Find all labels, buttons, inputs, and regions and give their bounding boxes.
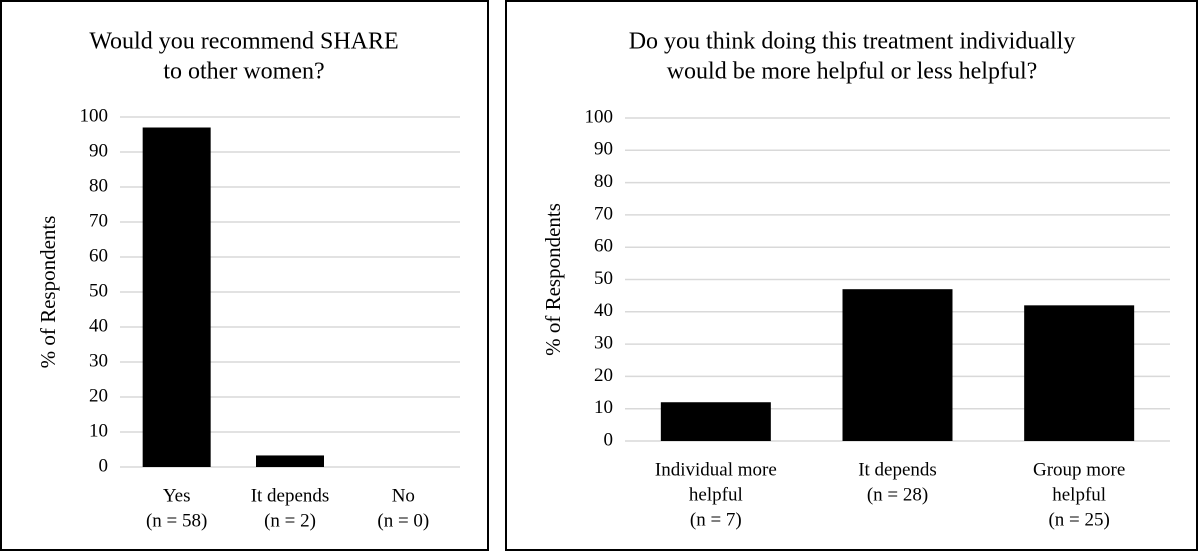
x-tick-label: helpful xyxy=(689,484,743,505)
y-axis-label: % of Respondents xyxy=(541,203,565,356)
y-tick-label: 20 xyxy=(594,365,613,386)
chart-title: Do you think doing this treatment indivi… xyxy=(629,29,1076,55)
chart-title: Would you recommend SHARE xyxy=(89,29,398,55)
x-tick-label: It depends xyxy=(251,485,330,506)
x-tick-label: No xyxy=(392,485,415,506)
x-tick-label: helpful xyxy=(1052,484,1106,505)
y-tick-label: 10 xyxy=(594,397,613,418)
y-tick-label: 0 xyxy=(604,429,614,450)
x-tick-label: It depends xyxy=(858,459,937,480)
y-tick-label: 30 xyxy=(594,332,613,353)
y-tick-label: 10 xyxy=(89,420,108,441)
x-tick-label: Individual more xyxy=(655,459,777,480)
chart-title: to other women? xyxy=(163,59,324,85)
y-tick-label: 70 xyxy=(89,210,108,231)
bar xyxy=(842,289,953,441)
bar xyxy=(256,455,324,467)
x-tick-label: (n = 58) xyxy=(146,510,207,531)
y-tick-label: 70 xyxy=(594,203,613,224)
x-tick-label: (n = 7) xyxy=(690,509,742,530)
bar xyxy=(1024,305,1135,441)
x-tick-label: (n = 2) xyxy=(264,510,316,531)
y-tick-label: 20 xyxy=(89,385,108,406)
chart-title: would be more helpful or less helpful? xyxy=(667,59,1038,85)
panel-border xyxy=(0,0,489,551)
y-tick-label: 60 xyxy=(594,236,613,257)
y-tick-label: 80 xyxy=(89,175,108,196)
y-tick-label: 40 xyxy=(594,300,613,321)
y-tick-label: 30 xyxy=(89,350,108,371)
y-tick-label: 40 xyxy=(89,315,108,336)
y-tick-label: 60 xyxy=(89,245,108,266)
x-tick-label: Group more xyxy=(1033,459,1125,480)
y-tick-label: 0 xyxy=(99,455,109,476)
y-tick-label: 100 xyxy=(585,106,614,127)
bar xyxy=(142,127,211,467)
x-tick-label: (n = 25) xyxy=(1048,509,1109,530)
x-tick-label: (n = 0) xyxy=(377,510,429,531)
x-tick-label: (n = 28) xyxy=(867,484,928,505)
panel-border xyxy=(505,0,1198,551)
y-tick-label: 50 xyxy=(594,268,613,289)
y-axis-label: % of Respondents xyxy=(36,216,60,369)
x-tick-label: Yes xyxy=(163,485,191,506)
y-tick-label: 100 xyxy=(80,105,109,126)
y-tick-label: 90 xyxy=(89,140,108,161)
y-tick-label: 50 xyxy=(89,280,108,301)
y-tick-label: 80 xyxy=(594,171,613,192)
bar xyxy=(660,402,771,441)
y-tick-label: 90 xyxy=(594,139,613,160)
